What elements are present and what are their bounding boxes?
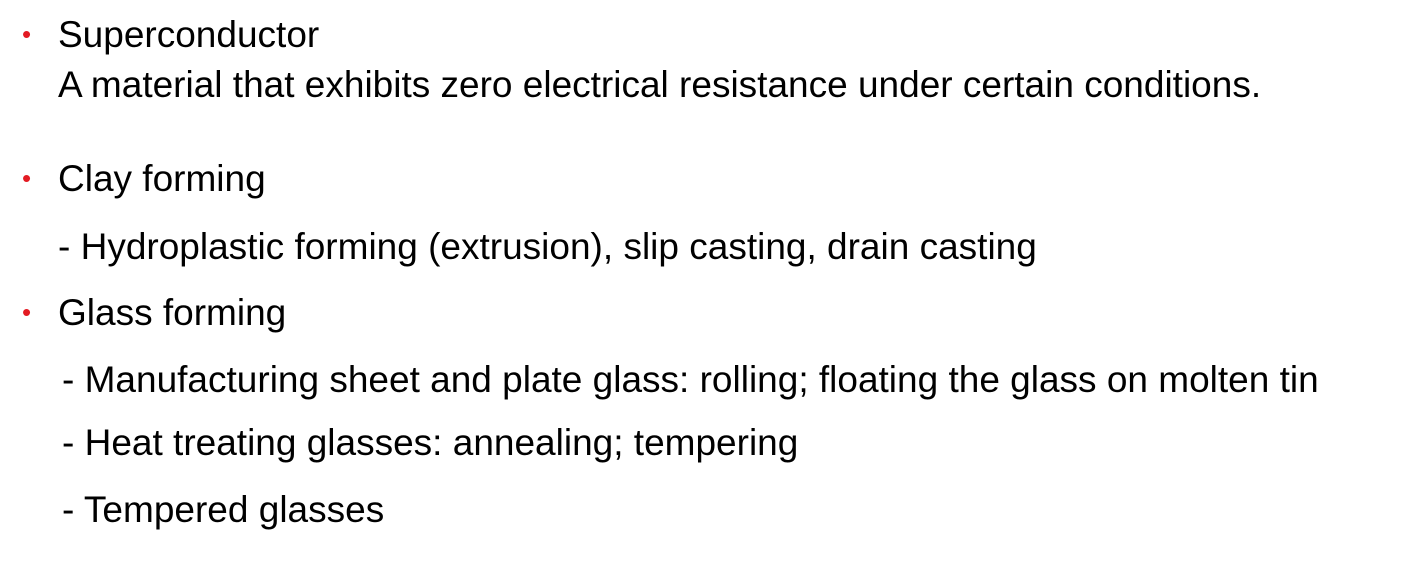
item-heading: Superconductor	[58, 14, 320, 55]
sub-item: - Manufacturing sheet and plate glass: r…	[62, 359, 1319, 400]
bullet-marker: •	[22, 297, 32, 327]
sub-item: - Hydroplastic forming (extrusion), slip…	[58, 226, 1037, 267]
item-heading: Glass forming	[58, 292, 287, 333]
bullet-marker: •	[22, 163, 32, 193]
bullet-marker: •	[22, 19, 32, 49]
sub-item: - Heat treating glasses: annealing; temp…	[62, 422, 799, 463]
sub-item: - Tempered glasses	[62, 489, 385, 530]
item-heading: Clay forming	[58, 158, 266, 199]
item-description: A material that exhibits zero electrical…	[58, 64, 1262, 105]
